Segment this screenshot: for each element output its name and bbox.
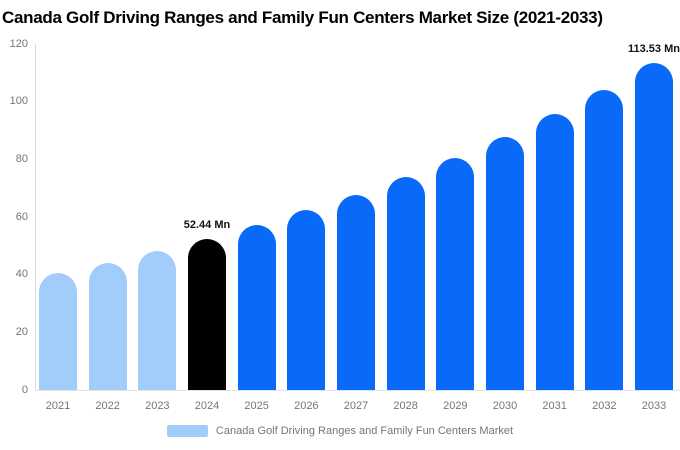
- x-axis-line: [35, 390, 680, 391]
- y-tick-label: 100: [9, 95, 28, 108]
- y-axis-line: [35, 44, 36, 390]
- y-tick-label: 0: [21, 383, 28, 396]
- x-tick-label: 2026: [294, 400, 319, 412]
- y-tick-label: 60: [15, 210, 28, 223]
- legend-label: Canada Golf Driving Ranges and Family Fu…: [215, 425, 514, 437]
- bar-2025[interactable]: [237, 225, 276, 390]
- x-tick-label: 2032: [592, 400, 617, 412]
- x-tick-label: 2030: [492, 400, 518, 412]
- bar-2022[interactable]: [88, 262, 127, 390]
- chart-title: Canada Golf Driving Ranges and Family Fu…: [2, 8, 603, 27]
- bar-2026[interactable]: [287, 210, 326, 390]
- bar-2033[interactable]: [635, 62, 673, 390]
- bar-value-label: 52.44 Mn: [183, 218, 231, 231]
- x-tick-label: 2021: [45, 400, 71, 412]
- y-tick-label: 40: [15, 268, 28, 281]
- x-tick-label: 2025: [244, 400, 269, 412]
- x-tick-label: 2027: [343, 400, 369, 412]
- bar-2032[interactable]: [585, 89, 624, 390]
- bar-2031[interactable]: [535, 114, 574, 390]
- bar-2024[interactable]: [188, 238, 226, 390]
- bar-2029[interactable]: [436, 157, 475, 390]
- y-tick-label: 20: [15, 325, 28, 338]
- x-tick-label: 2023: [145, 400, 170, 412]
- bar-value-label: 113.53 Mn: [628, 42, 680, 55]
- legend: Canada Golf Driving Ranges and Family Fu…: [0, 425, 680, 437]
- x-tick-label: 2031: [542, 400, 567, 412]
- bar-2027[interactable]: [337, 194, 375, 390]
- legend-swatch[interactable]: [166, 425, 208, 437]
- bar-2028[interactable]: [386, 176, 425, 390]
- bar-2030[interactable]: [486, 136, 524, 390]
- x-tick-label: 2029: [443, 400, 468, 412]
- bar-2023[interactable]: [138, 251, 177, 390]
- bar-2021[interactable]: [39, 273, 77, 390]
- x-tick-label: 2022: [95, 400, 120, 412]
- y-tick-label: 80: [15, 152, 28, 165]
- x-tick-label: 2033: [641, 400, 667, 412]
- x-tick-label: 2028: [393, 400, 418, 412]
- x-tick-label: 2024: [194, 400, 220, 412]
- y-tick-label: 120: [9, 37, 28, 50]
